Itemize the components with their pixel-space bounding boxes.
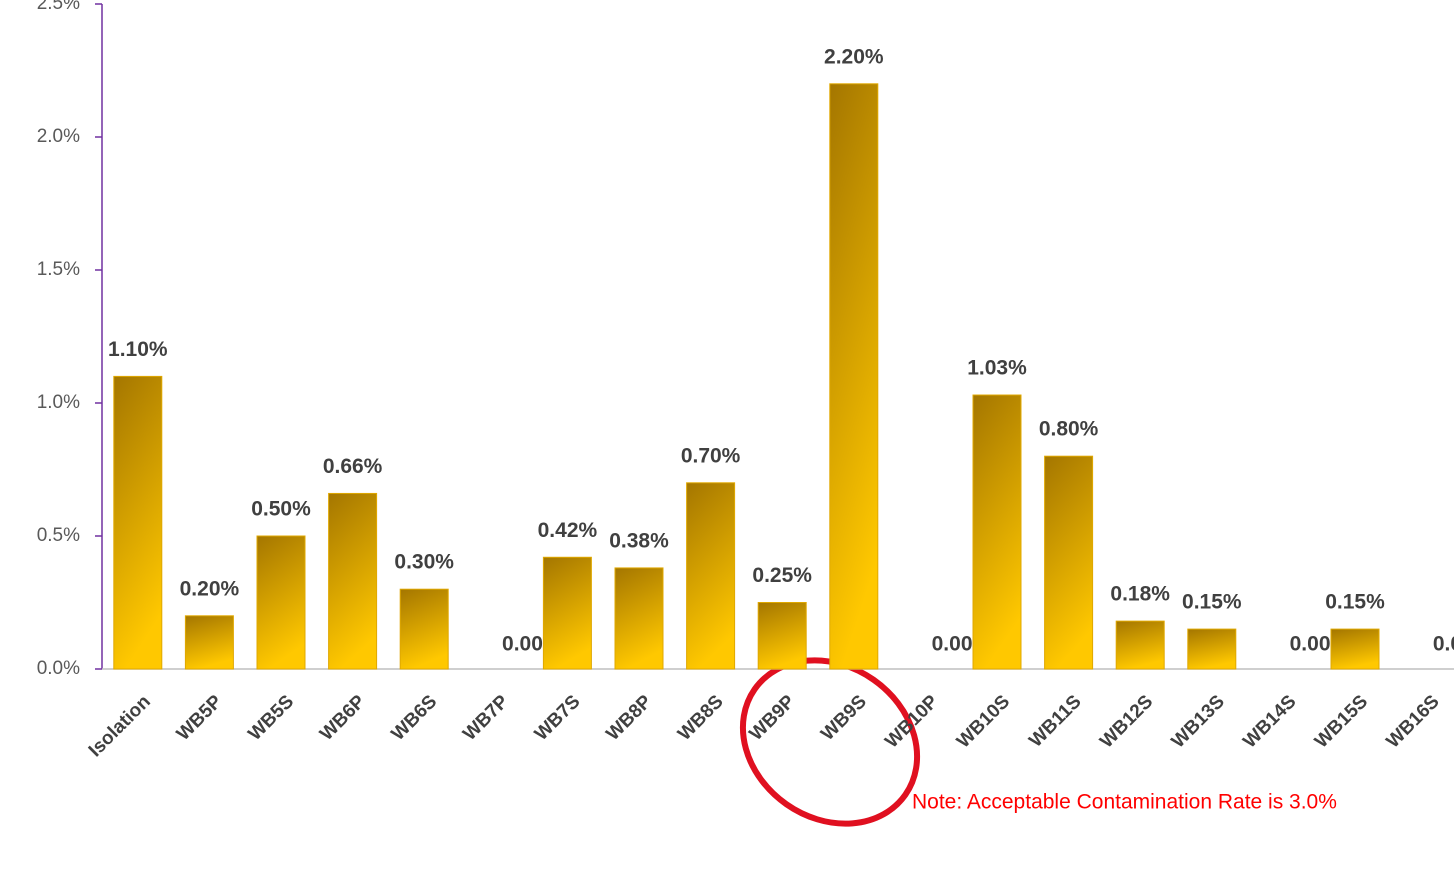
x-tick-label: Isolation [85, 691, 155, 761]
bar [686, 482, 736, 670]
x-tick-label: WB16S [1383, 691, 1444, 752]
y-tick-label: 2.0% [37, 126, 80, 147]
bar [113, 375, 163, 670]
value-label: 0.50% [251, 498, 311, 521]
bar [256, 535, 306, 670]
bar [1044, 455, 1094, 670]
x-tick-label: WB5S [244, 691, 298, 745]
value-label: 0.38% [609, 529, 669, 552]
bar [829, 83, 879, 670]
x-tick-label: WB12S [1096, 691, 1157, 752]
bar [1115, 620, 1165, 670]
value-label: 0.00% [1433, 633, 1454, 656]
x-tick-label: WB11S [1025, 691, 1085, 751]
value-label: 0.20% [180, 577, 240, 600]
x-tick-label: WB5P [173, 691, 227, 745]
y-tick-label: 2.5% [37, 0, 80, 14]
value-label: 0.80% [1039, 418, 1099, 441]
x-tick-label: WB9S [817, 691, 871, 745]
value-label: 0.15% [1182, 591, 1242, 614]
bar [184, 615, 234, 670]
value-label: 0.70% [681, 444, 741, 467]
x-tick-label: WB15S [1311, 691, 1372, 752]
x-tick-label: WB9P [746, 691, 800, 745]
x-tick-label: WB8S [674, 691, 728, 745]
bar [399, 588, 449, 670]
x-tick-label: WB10P [881, 691, 942, 752]
x-tick-label: WB7S [531, 691, 585, 745]
value-label: 1.10% [108, 338, 168, 361]
x-tick-label: WB7P [459, 691, 513, 745]
value-label: 1.03% [967, 357, 1027, 380]
bar [328, 492, 378, 670]
x-tick-label: WB6P [316, 691, 370, 745]
y-tick-label: 0.5% [37, 525, 80, 546]
value-label: 0.18% [1110, 583, 1170, 606]
value-label: 0.25% [752, 564, 812, 587]
x-tick-label: WB13S [1168, 691, 1229, 752]
bar [972, 394, 1022, 670]
x-tick-label: WB14S [1239, 691, 1300, 752]
value-label: 0.66% [323, 455, 383, 478]
y-tick-label: 1.5% [37, 259, 80, 280]
bar [542, 556, 592, 670]
annotation: Note: Acceptable Contamination Rate is 3… [912, 791, 1337, 814]
value-label: 2.20% [824, 45, 884, 68]
bar [1330, 628, 1380, 670]
y-tick-label: 1.0% [37, 392, 80, 413]
value-label: 0.42% [538, 519, 598, 542]
x-tick-label: WB10S [953, 691, 1014, 752]
highlight-circle [739, 657, 921, 827]
y-tick-label: 0.0% [37, 658, 80, 679]
bar [1187, 628, 1237, 670]
x-tick-label: WB8P [602, 691, 656, 745]
value-label: 0.15% [1325, 591, 1385, 614]
value-label: 0.30% [394, 551, 454, 574]
bar [614, 567, 664, 670]
x-tick-label: WB6S [388, 691, 442, 745]
bar [757, 602, 807, 670]
